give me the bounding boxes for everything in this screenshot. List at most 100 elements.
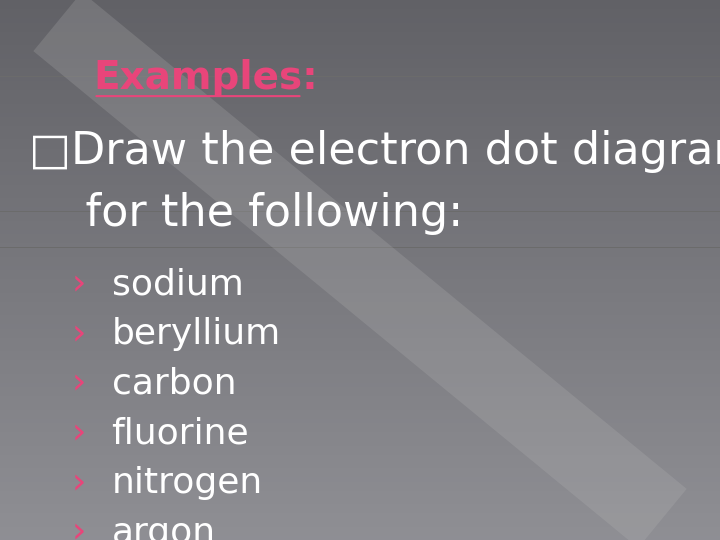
Bar: [0, 446, 720, 450]
Bar: [0, 482, 720, 486]
Bar: [0, 382, 720, 387]
Bar: [0, 414, 720, 418]
Bar: [0, 333, 720, 338]
Bar: [0, 463, 720, 468]
Bar: [0, 274, 720, 279]
Bar: [0, 45, 720, 50]
Bar: [0, 36, 720, 40]
Bar: [0, 81, 720, 85]
Bar: [0, 517, 720, 522]
Bar: [0, 58, 720, 63]
Bar: [0, 392, 720, 396]
Bar: [0, 207, 720, 212]
Bar: [0, 513, 720, 517]
Bar: [0, 256, 720, 261]
Bar: [0, 104, 720, 108]
Bar: [0, 252, 720, 256]
Bar: [0, 239, 720, 243]
Bar: [0, 315, 720, 320]
Bar: [0, 396, 720, 401]
Bar: [0, 509, 720, 513]
Bar: [0, 0, 720, 4]
Bar: [0, 40, 720, 45]
Bar: [0, 131, 720, 135]
Bar: [0, 171, 720, 176]
Bar: [0, 270, 720, 274]
Bar: [0, 360, 720, 364]
Text: ›: ›: [72, 516, 86, 540]
Bar: [0, 135, 720, 139]
Bar: [0, 230, 720, 234]
Bar: [0, 306, 720, 310]
Text: ›: ›: [72, 466, 86, 500]
Bar: [0, 387, 720, 392]
Bar: [0, 531, 720, 536]
Bar: [0, 234, 720, 239]
Bar: [0, 450, 720, 455]
Bar: [0, 112, 720, 117]
Bar: [0, 522, 720, 526]
Bar: [0, 477, 720, 482]
Bar: [0, 310, 720, 315]
Bar: [0, 347, 720, 351]
Bar: [0, 50, 720, 54]
Bar: [0, 85, 720, 90]
Bar: [0, 432, 720, 436]
Bar: [0, 441, 720, 445]
Bar: [0, 266, 720, 270]
Bar: [0, 455, 720, 459]
Bar: [0, 68, 720, 72]
Bar: [0, 94, 720, 99]
Bar: [0, 284, 720, 288]
Bar: [0, 144, 720, 148]
Bar: [0, 27, 720, 31]
Text: fluorine: fluorine: [112, 416, 249, 450]
Bar: [0, 202, 720, 207]
Text: beryllium: beryllium: [112, 317, 281, 351]
Bar: [0, 18, 720, 23]
Bar: [0, 212, 720, 216]
Bar: [0, 117, 720, 122]
Bar: [0, 374, 720, 378]
Bar: [0, 490, 720, 495]
Bar: [0, 189, 720, 193]
Bar: [0, 351, 720, 355]
Bar: [0, 108, 720, 112]
Bar: [0, 472, 720, 477]
Text: argon: argon: [112, 516, 216, 540]
Bar: [0, 423, 720, 428]
Bar: [0, 126, 720, 131]
Bar: [0, 436, 720, 441]
Bar: [0, 409, 720, 414]
Bar: [0, 428, 720, 432]
Bar: [0, 198, 720, 202]
Text: sodium: sodium: [112, 267, 243, 301]
Text: nitrogen: nitrogen: [112, 466, 263, 500]
Bar: [0, 504, 720, 509]
Bar: [0, 526, 720, 531]
Text: ›: ›: [72, 367, 86, 401]
Text: ›: ›: [72, 267, 86, 301]
Bar: [0, 342, 720, 347]
Bar: [0, 500, 720, 504]
Text: ›: ›: [72, 416, 86, 450]
Bar: [0, 338, 720, 342]
Bar: [0, 355, 720, 360]
Bar: [0, 139, 720, 144]
Bar: [0, 320, 720, 324]
Bar: [0, 536, 720, 540]
Bar: [0, 14, 720, 18]
Bar: [0, 72, 720, 77]
Bar: [0, 176, 720, 180]
Bar: [0, 243, 720, 247]
Bar: [0, 401, 720, 405]
Bar: [0, 261, 720, 266]
Bar: [0, 162, 720, 166]
Bar: [0, 324, 720, 328]
Bar: [0, 328, 720, 333]
Bar: [0, 405, 720, 409]
Bar: [0, 148, 720, 153]
Bar: [0, 288, 720, 293]
Bar: [0, 31, 720, 36]
Bar: [0, 185, 720, 189]
